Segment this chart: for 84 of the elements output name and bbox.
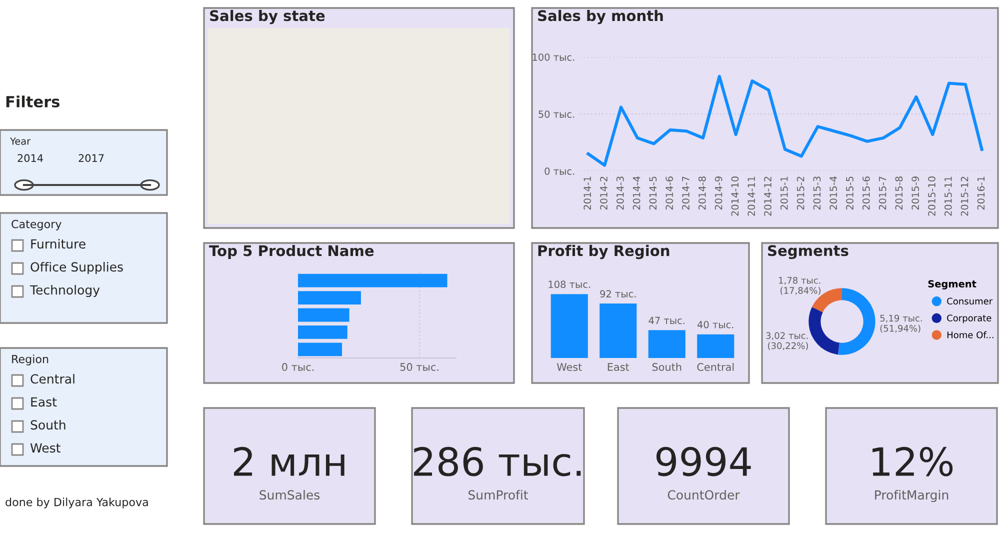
x-tick-label: 2015-9 xyxy=(912,176,920,210)
x-tick-label: South xyxy=(652,362,682,371)
x-tick-label: 2015-8 xyxy=(895,176,903,210)
x-tick-label: 2014-5 xyxy=(649,176,657,210)
x-tick-label: 2015-11 xyxy=(944,176,952,216)
bar xyxy=(298,325,348,339)
x-tick-label: 2014-11 xyxy=(748,176,756,216)
text: East xyxy=(31,397,57,407)
x-tick-label: 2015-5 xyxy=(846,176,854,210)
x-tick-label: 2015-1 xyxy=(780,176,788,210)
x-tick-label: 2014-6 xyxy=(666,176,674,210)
legend-label: Corporate xyxy=(947,314,992,324)
text: 2017 xyxy=(78,154,104,162)
text: ProfitMargin xyxy=(875,490,948,502)
x-tick-label: East xyxy=(608,363,630,371)
y-tick-label: 50 тыс. xyxy=(538,110,574,118)
bar xyxy=(550,294,588,358)
legend-label: Consumer xyxy=(947,298,993,305)
x-tick-label: 2015-4 xyxy=(830,176,838,210)
x-tick-label: 2014-7 xyxy=(682,176,690,210)
data-label: 108 тыс. xyxy=(548,280,590,288)
text: South xyxy=(30,420,66,430)
x-tick-label: 2015-7 xyxy=(878,176,886,210)
text: SumSales xyxy=(260,490,320,500)
x-tick-label: 2015-3 xyxy=(813,176,821,210)
x-tick-label: 2014-9 xyxy=(714,176,722,210)
legend-label: Home Of... xyxy=(947,331,994,338)
x-tick-label: 2015-12 xyxy=(960,176,968,216)
x-tick-label: 2014-1 xyxy=(584,176,592,210)
text: Furniture xyxy=(31,238,86,249)
x-tick-label: 2015-6 xyxy=(862,176,870,210)
chart-title: Profit by Region xyxy=(538,244,670,260)
bar xyxy=(600,304,637,358)
x-tick-label: 2014-3 xyxy=(616,176,624,210)
text: 9994 xyxy=(656,446,751,476)
text: 12% xyxy=(872,446,953,476)
chart-title: Segments xyxy=(768,245,848,260)
y-tick-label: 100 тыс. xyxy=(532,53,574,61)
chart-title: Top 5 Product Name xyxy=(209,244,374,260)
text: CountOrder xyxy=(668,490,740,500)
text: Central xyxy=(30,374,74,384)
x-tick-label: 2014-10 xyxy=(731,176,739,216)
data-label: 5,19 тыс. (51,94%) xyxy=(880,314,922,333)
legend-title: Segment xyxy=(928,280,976,290)
text: Region xyxy=(12,354,48,366)
bar xyxy=(298,291,361,305)
bar xyxy=(648,330,686,358)
text: Technology xyxy=(30,284,100,298)
x-tick-label: 2015-2 xyxy=(796,176,804,210)
text: 286 тыс. xyxy=(414,446,581,476)
donut-slice xyxy=(838,288,876,355)
x-tick-label: Central xyxy=(697,362,734,371)
bar xyxy=(298,274,448,288)
text: SumProfit xyxy=(468,490,528,500)
y-tick-label: 0 тыс. xyxy=(544,167,574,175)
bar xyxy=(298,342,342,356)
text: done by Dilyara Yakupova xyxy=(6,498,148,508)
x-tick-label: 50 тыс. xyxy=(400,363,438,371)
text: Office Supplies xyxy=(30,262,123,274)
bar xyxy=(298,308,350,322)
text: Filters xyxy=(6,96,60,108)
text: West xyxy=(30,443,60,453)
text: 2 млн xyxy=(234,446,344,476)
x-tick-label: 2016-1 xyxy=(977,176,985,210)
x-tick-label: 2014-12 xyxy=(764,176,772,216)
x-tick-label: 2014-8 xyxy=(698,176,706,210)
data-label: 3,02 тыс. (30,22%) xyxy=(766,332,808,350)
data-label: 40 тыс. xyxy=(697,320,734,328)
data-label: 47 тыс. xyxy=(648,316,684,324)
x-tick-label: 0 тыс. xyxy=(282,363,314,371)
text: Category xyxy=(12,220,62,230)
chart-title: Sales by month xyxy=(538,10,663,24)
text: Year xyxy=(10,138,31,145)
data-label: 1,78 тыс. (17,84%) xyxy=(779,276,820,295)
donut-slice xyxy=(808,306,840,355)
x-tick-label: West xyxy=(556,363,582,371)
bar xyxy=(697,334,734,358)
x-tick-label: 2014-2 xyxy=(600,176,608,210)
text: 2014 xyxy=(18,154,43,162)
line-series xyxy=(586,74,984,167)
x-tick-label: 2014-4 xyxy=(632,176,640,210)
data-label: 92 тыс. xyxy=(600,290,636,298)
x-tick-label: 2015-10 xyxy=(928,176,936,216)
text: Sales by state xyxy=(210,10,325,24)
